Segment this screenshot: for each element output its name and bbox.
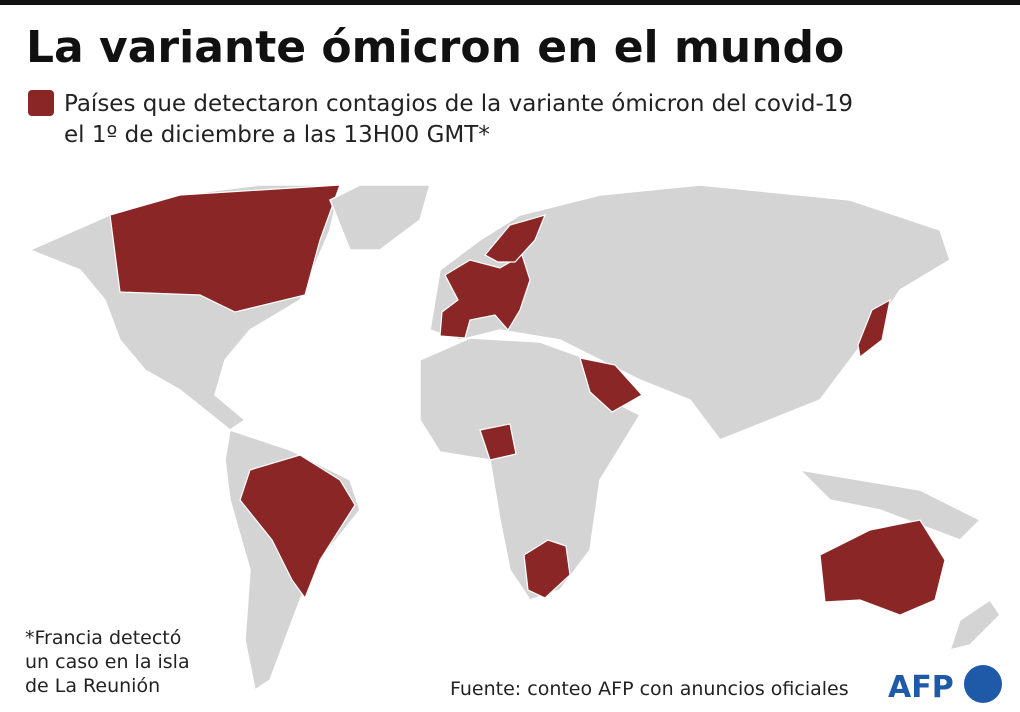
saudi-arabia [579,357,643,413]
brazil [239,454,356,600]
logo-text: AFP [888,670,954,705]
australia [819,519,946,616]
source: Fuente: conteo AFP con anuncios oficiale… [450,678,849,700]
world-map [28,184,1001,692]
top-rule [0,0,1020,5]
nigeria [479,423,517,461]
title: La variante ómicron en el mundo [26,22,844,73]
greenland [329,184,431,251]
logo-circle [964,665,1002,703]
japan [857,298,891,359]
indonesia [797,468,982,541]
europe [439,254,531,339]
footnote: *Francia detectó un caso en la isla de L… [25,627,190,697]
southern-africa [523,539,571,599]
footnote-line: un caso en la isla [25,651,190,673]
footnote-line: de La Reunión [25,675,160,697]
legend-label: el 1º de diciembre a las 13H00 GMT* [64,122,490,148]
footnote-line: *Francia detectó [25,627,181,649]
legend-swatch [28,90,54,116]
scandinavia [484,214,547,263]
africa [419,337,642,601]
canada [109,184,341,313]
new-zealand [948,598,1001,652]
legend-label: Países que detectaron contagios de la va… [64,91,853,117]
